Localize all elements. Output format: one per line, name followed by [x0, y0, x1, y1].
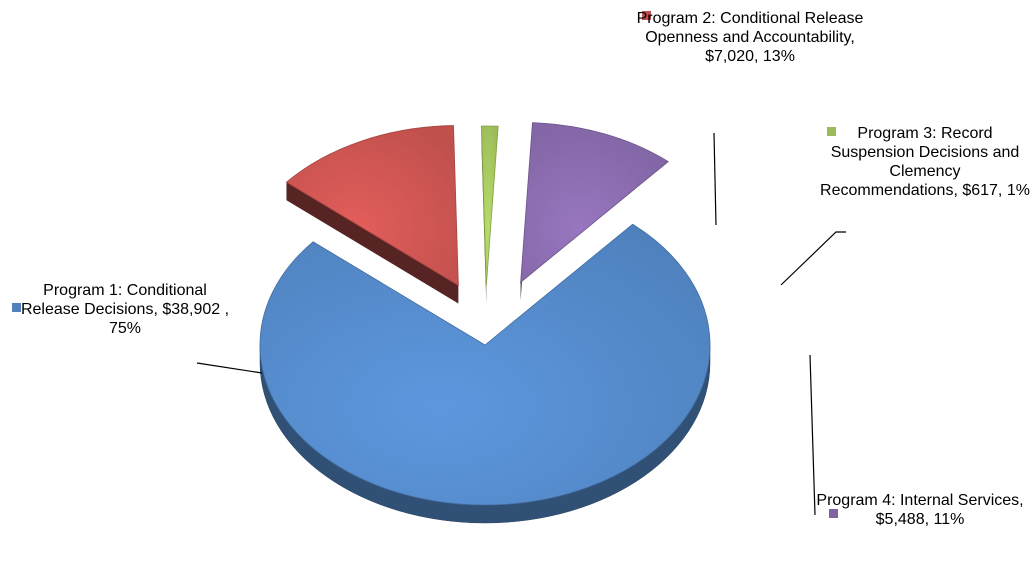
pie-slice-p3: [480, 125, 499, 304]
leader-line-p4: [809, 354, 816, 516]
pie-slice-p1: [259, 223, 711, 524]
data-label-program-4-text: Program 4: Internal Services, $5,488, 11…: [816, 492, 1024, 528]
data-label-program-1: Program 1: Conditional Release Decisions…: [20, 281, 230, 338]
pie-slice-top-p3: [480, 125, 499, 287]
data-label-program-3: Program 3: Record Suspension Decisions a…: [820, 124, 1030, 200]
legend-swatch-program-4: [829, 509, 838, 518]
data-label-program-3-text: Program 3: Record Suspension Decisions a…: [820, 125, 1030, 199]
pie-slice-p4: [520, 122, 669, 301]
data-label-program-2: Program 2: Conditional Release Openness …: [630, 9, 870, 66]
leader-line-p3: [780, 231, 846, 286]
pie-slice-top-p2: [285, 125, 459, 287]
data-label-program-2-text: Program 2: Conditional Release Openness …: [636, 10, 864, 65]
legend-swatch-program-2: [642, 11, 651, 20]
legend-swatch-program-3: [827, 127, 836, 136]
pie-slice-top-p1: [259, 223, 711, 506]
pie-slice-top-p4: [520, 122, 669, 284]
pie-slice-p2: [285, 125, 459, 304]
data-label-program-1-text: Program 1: Conditional Release Decisions…: [20, 282, 230, 337]
leader-line-p2: [713, 132, 717, 226]
leader-line-p1: [196, 362, 263, 374]
legend-swatch-program-1: [12, 303, 21, 312]
pie-slice-edge-p2: [286, 182, 459, 304]
data-label-program-4: Program 4: Internal Services, $5,488, 11…: [815, 491, 1025, 529]
